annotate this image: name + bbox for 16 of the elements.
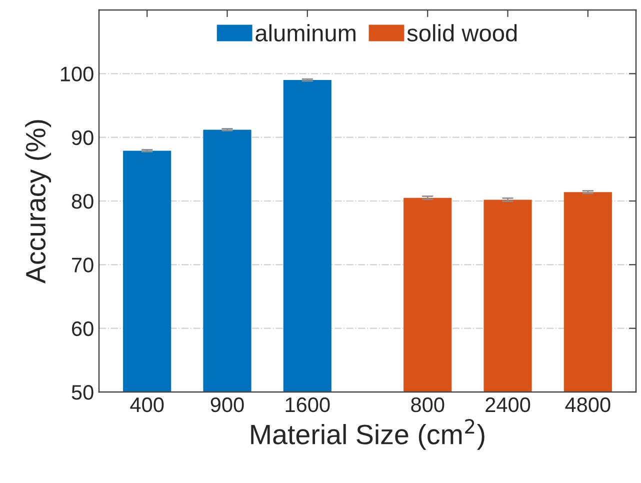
x-tick-label: 800 (411, 397, 444, 412)
y-tick-label: 80 (72, 194, 94, 209)
x-tick-label: 4800 (565, 397, 610, 412)
y-tick-label: 90 (72, 130, 94, 146)
x-tick-label: 1600 (286, 397, 330, 412)
y-tick-label: 60 (72, 321, 94, 336)
x-tick-label: 2400 (486, 397, 530, 412)
y-tick-label: 70 (72, 258, 94, 272)
y-axis-title: Accuracy (%) (25, 120, 52, 284)
legend-label: solid wood (407, 24, 517, 42)
legend-label: aluminum (256, 24, 356, 42)
x-tick-label: 900 (210, 397, 244, 412)
y-tick-label: 100 (60, 66, 94, 82)
x-tick-label: 400 (130, 397, 164, 412)
x-axis-title: Material Size (cm$^{2}$) (251, 419, 484, 450)
y-tick-label: 50 (72, 385, 94, 400)
